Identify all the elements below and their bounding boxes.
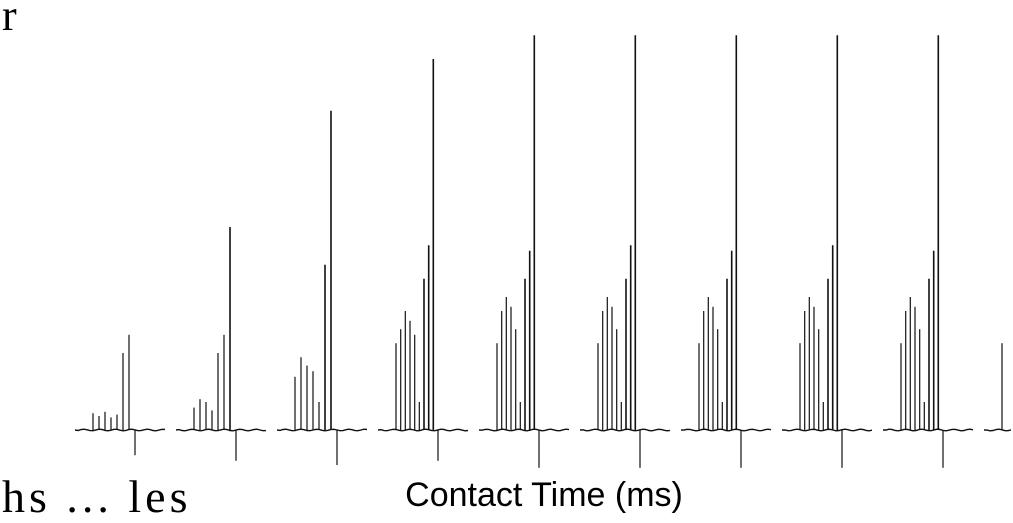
trace-9 xyxy=(883,35,974,468)
trace-2 xyxy=(175,227,267,461)
trace-1 xyxy=(74,334,166,456)
trace-7 xyxy=(680,35,772,468)
x-axis-label: Contact Time (ms) xyxy=(405,476,683,514)
trace-baseline xyxy=(579,428,671,432)
top-text-fragment: r xyxy=(2,0,17,40)
trace-6 xyxy=(579,35,671,468)
trace-baseline xyxy=(680,428,772,432)
spike-traces-plot xyxy=(74,35,1012,468)
trace-baseline xyxy=(74,428,166,432)
trace-baseline xyxy=(175,428,267,432)
trace-8 xyxy=(782,35,873,468)
trace-baseline xyxy=(377,428,469,432)
trace-baseline xyxy=(983,428,1012,432)
trace-10 xyxy=(983,343,1012,432)
trace-4 xyxy=(377,59,469,461)
trace-baseline xyxy=(782,428,873,432)
trace-baseline xyxy=(883,428,974,432)
trace-3 xyxy=(276,110,368,465)
trace-5 xyxy=(478,35,570,468)
trace-baseline xyxy=(276,428,368,432)
trace-baseline xyxy=(478,428,570,432)
bottom-text-fragment: hs ... les xyxy=(2,471,192,522)
